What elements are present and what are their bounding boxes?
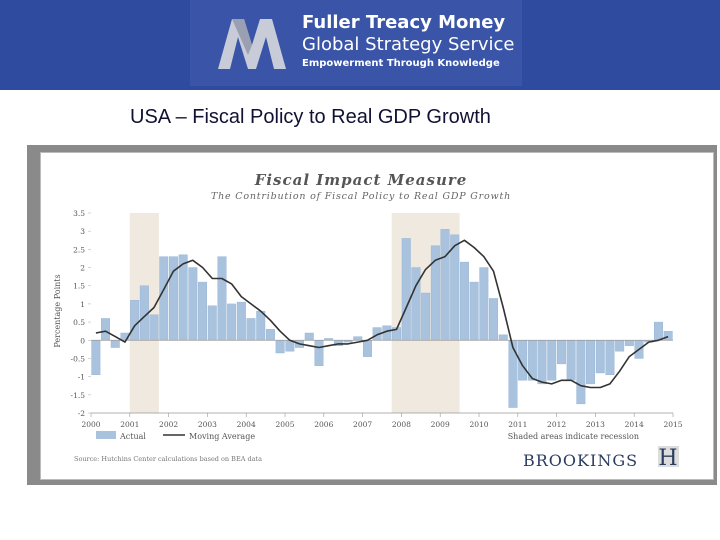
y-tick-label: 1 bbox=[80, 300, 85, 309]
x-tick-label: 2004 bbox=[237, 420, 256, 429]
x-tick-label: 2008 bbox=[392, 420, 411, 429]
x-tick-label: 2015 bbox=[663, 420, 682, 429]
bar-actual bbox=[489, 298, 499, 341]
recession-note: Shaded areas indicate recession bbox=[508, 432, 639, 441]
hutchins-mark-icon bbox=[658, 446, 679, 467]
y-tick-label: -1 bbox=[78, 373, 85, 382]
bar-actual bbox=[566, 340, 576, 381]
bar-actual bbox=[450, 234, 460, 341]
y-axis-label: Percentage Points bbox=[53, 274, 62, 347]
y-tick-label: -2 bbox=[78, 409, 86, 418]
bar-actual bbox=[101, 318, 111, 341]
x-tick-label: 2014 bbox=[625, 420, 644, 429]
bar-actual bbox=[207, 305, 217, 341]
bar-actual bbox=[236, 301, 246, 341]
bar-actual bbox=[362, 340, 372, 357]
bar-actual bbox=[615, 340, 625, 352]
bar-actual bbox=[459, 261, 469, 341]
chart-title: Fiscal Impact Measure bbox=[254, 171, 468, 189]
bar-actual bbox=[159, 256, 169, 341]
bar-actual bbox=[605, 340, 615, 376]
bar-actual bbox=[576, 340, 586, 405]
x-tick-label: 2009 bbox=[431, 420, 450, 429]
legend-actual-swatch bbox=[96, 431, 116, 439]
bar-actual bbox=[265, 329, 275, 341]
bar-actual bbox=[353, 336, 363, 341]
x-tick-label: 2013 bbox=[586, 420, 605, 429]
bar-actual bbox=[547, 340, 557, 381]
legend-actual-label: Actual bbox=[119, 432, 146, 441]
bar-actual bbox=[256, 310, 266, 341]
bar-actual bbox=[91, 340, 101, 376]
bar-actual bbox=[246, 318, 256, 341]
x-tick-label: 2011 bbox=[508, 420, 527, 429]
bar-actual bbox=[440, 229, 450, 341]
bar-actual bbox=[110, 340, 120, 348]
x-tick-label: 2005 bbox=[275, 420, 294, 429]
y-tick-label: 2.5 bbox=[73, 245, 85, 254]
bar-actual bbox=[653, 321, 663, 341]
x-tick-label: 2002 bbox=[159, 420, 178, 429]
bar-actual bbox=[227, 303, 237, 341]
x-tick-label: 2007 bbox=[353, 420, 372, 429]
bar-actual bbox=[188, 267, 198, 341]
logo-mark-icon bbox=[218, 19, 286, 69]
bar-actual bbox=[304, 332, 314, 341]
y-tick-label: 3 bbox=[80, 227, 85, 236]
bar-actual bbox=[401, 238, 411, 341]
legend-moving-average-label: Moving Average bbox=[189, 432, 255, 441]
bar-actual bbox=[178, 254, 188, 341]
hutchins-mark: H bbox=[658, 446, 677, 471]
bar-actual bbox=[586, 340, 596, 385]
chart-subtitle: The Contribution of Fiscal Policy to Rea… bbox=[211, 191, 511, 202]
x-tick-label: 2006 bbox=[314, 420, 333, 429]
bar-actual bbox=[556, 340, 566, 365]
bar-actual bbox=[411, 267, 421, 341]
y-tick-label: 0 bbox=[80, 336, 85, 345]
x-tick-label: 2010 bbox=[469, 420, 488, 429]
bar-actual bbox=[508, 340, 518, 408]
logo-title: Fuller Treacy Money bbox=[302, 12, 506, 33]
y-tick-label: -0.5 bbox=[71, 354, 86, 363]
x-tick-label: 2000 bbox=[81, 420, 100, 429]
bar-actual bbox=[663, 330, 673, 341]
bar-actual bbox=[198, 281, 208, 341]
bar-actual bbox=[595, 340, 605, 374]
x-tick-label: 2001 bbox=[120, 420, 139, 429]
fiscal-impact-chart: Fiscal Impact Measure The Contribution o… bbox=[53, 171, 683, 471]
bar-actual bbox=[498, 334, 508, 341]
y-tick-label: -1.5 bbox=[71, 391, 86, 400]
y-tick-label: 2 bbox=[80, 264, 85, 273]
bar-actual bbox=[217, 256, 227, 341]
brookings-logo: BROOKINGS bbox=[523, 451, 638, 470]
bar-actual bbox=[130, 300, 140, 341]
x-tick-label: 2003 bbox=[198, 420, 217, 429]
y-tick-label: 3.5 bbox=[73, 209, 85, 218]
bar-actual bbox=[624, 340, 634, 346]
source-note: Source: Hutchins Center calculations bas… bbox=[74, 455, 262, 463]
bar-actual bbox=[469, 281, 479, 341]
header-bar: Fuller Treacy Money Global Strategy Serv… bbox=[0, 0, 720, 90]
moving-average-line bbox=[95, 239, 669, 389]
y-tick-label: 1.5 bbox=[73, 282, 85, 291]
logo-tagline: Empowerment Through Knowledge bbox=[302, 58, 500, 69]
bar-actual bbox=[421, 292, 431, 341]
bar-actual bbox=[537, 340, 547, 385]
bar-actual bbox=[479, 267, 489, 341]
chart-panel: Fiscal Impact Measure The Contribution o… bbox=[40, 152, 714, 480]
bar-actual bbox=[314, 340, 324, 366]
bar-actual bbox=[149, 314, 159, 341]
logo-subtitle: Global Strategy Service bbox=[302, 34, 515, 55]
legend: Actual Moving Average bbox=[96, 431, 255, 441]
bar-actual bbox=[275, 340, 285, 354]
logo: Fuller Treacy Money Global Strategy Serv… bbox=[190, 0, 522, 86]
slide-title: USA – Fiscal Policy to Real GDP Growth bbox=[130, 106, 491, 128]
x-tick-label: 2012 bbox=[547, 420, 566, 429]
y-tick-label: 0.5 bbox=[73, 318, 85, 327]
